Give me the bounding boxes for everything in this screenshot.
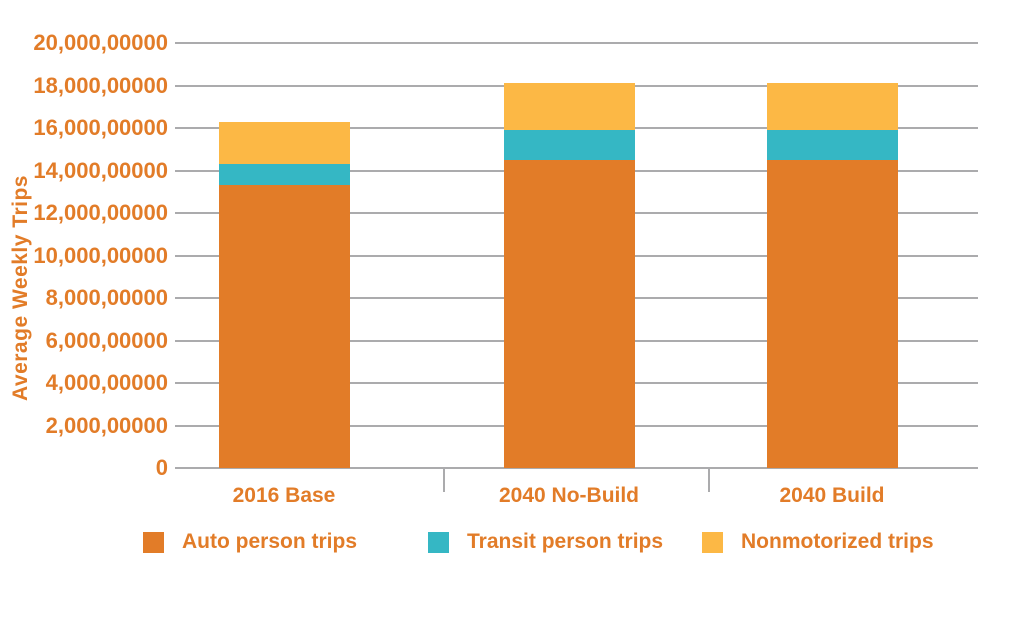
legend-item-auto-person-trips: Auto person trips	[143, 530, 357, 554]
x-axis-tick-1	[708, 468, 710, 492]
gridline-0	[175, 467, 978, 469]
y-tick-label-9: 18,000,00000	[33, 72, 168, 98]
y-tick-label-3: 6,000,00000	[45, 327, 168, 353]
x-axis-label-2040-no-build: 2040 No-Build	[498, 484, 640, 507]
y-tick-label-4: 8,000,00000	[45, 285, 168, 310]
gridline-10	[175, 42, 978, 44]
bar-segment-2040-build-nonmotorized-trips	[766, 83, 898, 131]
y-tick-label-10: 20,000,00000	[33, 30, 168, 55]
y-tick-label-0: 0	[155, 455, 168, 480]
x-axis-tick-0	[443, 468, 445, 492]
x-axis-label-2016-base: 2016 Base	[232, 484, 336, 507]
legend-swatch-auto-person-trips	[143, 531, 164, 553]
bar-segment-2040-no-build-auto-person-trips	[503, 159, 635, 468]
bar-segment-2040-build-transit-person-trips	[766, 130, 898, 160]
bar-segment-2040-no-build-nonmotorized-trips	[503, 83, 635, 131]
y-tick-label-5: 10,000,00000	[33, 242, 168, 268]
x-axis-label-2040-build: 2040 Build	[779, 484, 885, 507]
y-tick-label-8: 16,000,00000	[33, 115, 168, 140]
bar-segment-2016-base-transit-person-trips	[218, 164, 350, 186]
y-tick-label-6: 12,000,00000	[33, 200, 168, 225]
legend-label-transit-person-trips: Transit person trips	[467, 530, 664, 553]
bar-segment-2016-base-nonmotorized-trips	[218, 121, 350, 165]
legend-item-nonmotorized-trips: Nonmotorized trips	[702, 530, 934, 554]
y-tick-label-1: 2,000,00000	[45, 412, 168, 438]
legend-item-transit-person-trips: Transit person trips	[428, 530, 663, 554]
bar-segment-2016-base-auto-person-trips	[218, 185, 350, 468]
legend-label-nonmotorized-trips: Nonmotorized trips	[741, 530, 934, 553]
y-tick-label-7: 14,000,00000	[33, 157, 168, 183]
bar-segment-2040-no-build-transit-person-trips	[503, 130, 635, 160]
bar-segment-2040-build-auto-person-trips	[766, 159, 898, 468]
y-tick-label-2: 4,000,00000	[45, 370, 168, 395]
legend-swatch-nonmotorized-trips	[702, 531, 723, 553]
legend-swatch-transit-person-trips	[428, 531, 449, 553]
legend-label-auto-person-trips: Auto person trips	[182, 530, 358, 553]
